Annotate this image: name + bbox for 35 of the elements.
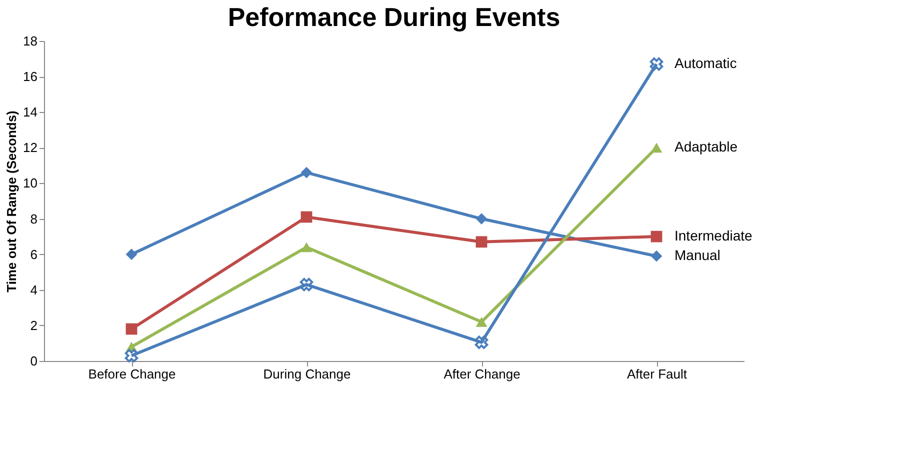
chart-title: Peformance During Events [228,2,560,32]
point [476,236,488,248]
x-tick-label: Before Change [88,366,176,382]
y-tick-label: 0 [30,354,38,368]
point [650,57,664,71]
point [300,242,312,252]
series-label: Intermediate [674,228,753,244]
y-tick-label: 14 [23,104,38,120]
y-tick-label: 2 [30,318,38,333]
point [474,336,488,349]
series-label: Adaptable [674,138,738,155]
point [300,278,314,292]
y-tick-label: 12 [23,140,38,156]
x-tick-label: During Change [263,366,351,382]
y-tick-label: 16 [23,69,38,84]
point [476,213,488,224]
y-tick-label: 6 [30,246,38,262]
x-tick-label: After Change [444,366,520,382]
point [300,166,312,178]
point [476,316,488,327]
y-tick-label: 8 [30,211,38,226]
series-label: Automatic [674,55,737,72]
y-tick-label: 10 [23,176,38,191]
x-tick-label: After Fault [627,366,688,382]
point [650,230,662,242]
point [126,248,138,260]
series-label: Manual [674,247,720,264]
point [650,250,662,262]
point [650,142,662,153]
point [124,349,138,362]
y-tick-label: 18 [23,34,38,48]
point [300,211,312,223]
y-tick-label: 4 [30,282,38,298]
y-axis-title: Time out Of Range (Seconds) [4,110,20,292]
point [126,323,138,335]
